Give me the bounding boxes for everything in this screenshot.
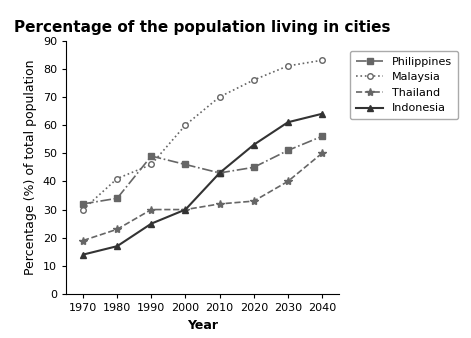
Philippines [217,171,222,175]
Philippines [148,154,154,158]
Philippines [183,163,188,167]
Malaysia [183,123,188,127]
Thailand [217,202,222,206]
Thailand [285,179,291,184]
Thailand [80,239,86,243]
Indonesia [217,171,222,175]
Philippines [319,134,325,138]
Thailand [183,208,188,212]
Malaysia [217,95,222,99]
Malaysia [80,208,86,212]
Malaysia [148,163,154,167]
Thailand [148,208,154,212]
Legend: Philippines, Malaysia, Thailand, Indonesia: Philippines, Malaysia, Thailand, Indones… [350,51,458,119]
Indonesia [251,143,257,147]
Indonesia [114,244,120,248]
X-axis label: Year: Year [187,319,218,332]
Indonesia [148,222,154,226]
Line: Malaysia: Malaysia [80,57,325,212]
Malaysia [285,64,291,68]
Malaysia [114,176,120,180]
Malaysia [251,78,257,82]
Philippines [114,196,120,200]
Malaysia [319,58,325,62]
Title: Percentage of the population living in cities: Percentage of the population living in c… [14,20,391,35]
Philippines [80,202,86,206]
Line: Thailand: Thailand [79,149,326,245]
Line: Indonesia: Indonesia [80,110,325,258]
Thailand [319,151,325,155]
Philippines [251,165,257,169]
Philippines [285,148,291,152]
Line: Philippines: Philippines [80,134,325,207]
Indonesia [285,120,291,124]
Indonesia [80,252,86,257]
Thailand [251,199,257,203]
Indonesia [183,208,188,212]
Thailand [114,227,120,231]
Y-axis label: Percentage (%) of total population: Percentage (%) of total population [24,59,37,275]
Indonesia [319,112,325,116]
